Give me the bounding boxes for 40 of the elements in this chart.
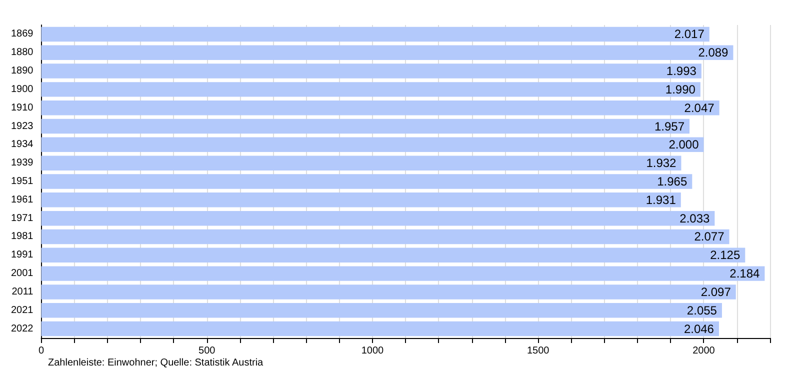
data-label: 2.033: [680, 211, 710, 226]
x-tick-label: 2000: [692, 346, 716, 356]
data-label: 2.000: [668, 138, 700, 152]
data-label: 1.931: [646, 192, 676, 207]
y-tick-label: 1890: [10, 66, 34, 77]
data-label: 2.055: [686, 303, 718, 318]
x-tick-label: 0: [38, 346, 44, 356]
y-tick-label: 1951: [10, 176, 34, 187]
y-tick-label: 1991: [10, 250, 34, 261]
data-label: 1.993: [666, 64, 697, 78]
data-label: 2.089: [698, 46, 729, 60]
data-label: 1.957: [654, 119, 685, 134]
data-label: 1.965: [657, 174, 688, 188]
y-tick-label: 1910: [10, 102, 34, 114]
y-tick-label: 2011: [12, 286, 34, 298]
y-tick-label: 1900: [10, 84, 34, 95]
y-tick-label: 1923: [10, 120, 34, 132]
x-tick-label: 1000: [361, 346, 384, 356]
data-label: 1.932: [646, 156, 677, 170]
y-tick-label: 1971: [10, 212, 34, 224]
x-tick-label: 1500: [527, 346, 550, 356]
data-label: 2.097: [700, 284, 732, 299]
y-tick-label: 1869: [10, 28, 34, 40]
data-label: 2.017: [674, 27, 705, 42]
x-tick-label: 500: [198, 346, 216, 356]
y-tick-label: 1934: [10, 139, 34, 150]
y-tick-label: 2001: [10, 268, 34, 280]
y-tick-label: 1981: [10, 231, 34, 242]
y-tick-label: 2021: [10, 304, 34, 316]
y-tick-label: 1961: [10, 194, 34, 206]
data-label: 1.990: [665, 82, 696, 96]
data-label: 2.125: [710, 248, 740, 262]
y-tick-label: 1939: [10, 158, 34, 169]
text: Zahlenleiste: Einwohner; Quelle: Statistik Austria: [48, 358, 264, 368]
data-label: 2.184: [730, 266, 760, 281]
data-label: 2.046: [684, 322, 714, 336]
y-tick-label: 2022: [10, 323, 34, 334]
y-tick-label: 1880: [10, 47, 34, 58]
data-label: 2.047: [684, 100, 715, 115]
data-label: 2.077: [694, 230, 725, 244]
